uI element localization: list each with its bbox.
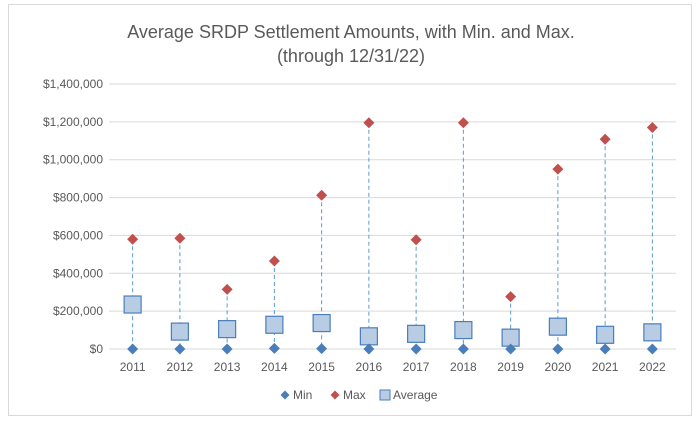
min-series [127,342,658,355]
x-tick-label: 2017 [403,360,430,374]
average-marker [407,324,426,343]
legend-average-label: Average [393,388,438,402]
chart-subtitle: (through 12/31/22) [277,46,425,66]
y-tick-label: $1,000,000 [43,153,103,167]
average-marker [643,323,662,342]
chart-title: Average SRDP Settlement Amounts, with Mi… [127,22,575,42]
legend: Min Max Average [280,388,438,402]
legend-max-label: Max [343,388,366,402]
x-axis-labels: 2011 2012 2013 2014 2015 2016 2017 2018 2019 2020… [120,360,666,374]
x-tick-label: 2012 [167,360,194,374]
average-marker [312,313,331,333]
min-marker [599,343,611,355]
max-marker [599,133,611,145]
max-marker [410,234,422,246]
max-marker [646,122,658,134]
average-marker [123,295,142,314]
average-marker [265,315,284,334]
min-marker [363,343,375,355]
max-marker [316,189,328,201]
x-tick-label: 2014 [261,360,288,374]
min-marker [505,343,517,355]
x-tick-label: 2021 [592,360,619,374]
y-tick-label: $200,000 [53,304,103,318]
legend-min-label: Min [293,388,312,402]
x-tick-label: 2015 [308,360,335,374]
min-marker [646,343,658,355]
min-marker [457,343,469,355]
average-marker [218,320,237,339]
x-tick-label: 2022 [639,360,666,374]
min-marker [552,343,564,355]
max-marker [552,163,564,175]
x-tick-label: 2020 [545,360,572,374]
max-marker [127,233,139,245]
legend-max-marker [330,390,340,400]
y-tick-label: $600,000 [53,228,103,242]
min-marker [410,343,422,355]
y-axis-labels: $0 $200,000 $400,000 $600,000 $800,000 $1,000… [43,77,103,356]
y-tick-label: $1,200,000 [43,115,103,129]
x-tick-label: 2019 [497,360,524,374]
min-marker [174,343,186,355]
average-marker [596,325,615,344]
average-marker [359,327,378,346]
max-marker [268,255,280,267]
y-tick-label: $800,000 [53,191,103,205]
max-series [127,117,658,303]
max-marker [505,291,517,303]
min-marker [127,343,139,355]
x-tick-label: 2018 [450,360,477,374]
average-marker [454,320,473,340]
min-marker [268,342,280,354]
y-tick-label: $1,400,000 [43,77,103,91]
y-tick-label: $0 [90,342,104,356]
max-marker [174,232,186,244]
legend-min-marker [280,390,290,400]
average-marker [548,317,567,336]
chart-frame: Average SRDP Settlement Amounts, with Mi… [8,4,692,416]
min-marker [316,343,328,355]
average-series [123,295,662,347]
min-marker [221,343,233,355]
chart-svg: Average SRDP Settlement Amounts, with Mi… [43,22,676,402]
x-tick-label: 2011 [120,360,146,374]
max-marker [363,117,375,129]
max-marker [457,117,469,129]
max-marker [221,283,233,295]
average-marker [170,322,189,341]
y-tick-label: $400,000 [53,266,103,280]
gridlines [109,83,676,350]
legend-average-marker [379,389,391,401]
x-tick-label: 2013 [214,360,241,374]
x-tick-label: 2016 [356,360,383,374]
